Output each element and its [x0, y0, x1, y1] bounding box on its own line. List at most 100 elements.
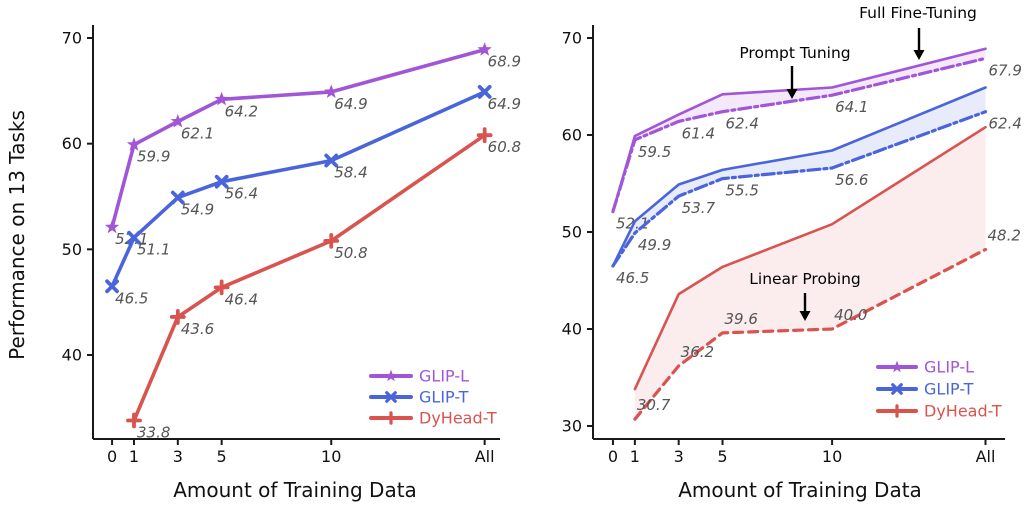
- x-tick-label: 0: [608, 447, 618, 466]
- y-tick-label: 60: [62, 134, 82, 153]
- x-tick-label: 3: [674, 447, 684, 466]
- data-point-label: 56.6: [835, 171, 868, 189]
- legend-label: GLIP-T: [419, 388, 469, 407]
- legend-entry: GLIP-L: [876, 358, 974, 377]
- legend-entry: DyHead-T: [876, 402, 1002, 421]
- legend-label: GLIP-L: [924, 358, 974, 377]
- x-marker: [127, 230, 141, 245]
- data-point-label: 59.5: [638, 143, 671, 161]
- data-point-label: 56.4: [225, 185, 258, 203]
- data-point-label: 53.7: [682, 199, 716, 217]
- x-marker: [385, 391, 397, 403]
- x-tick-label: 5: [217, 447, 227, 466]
- legend-entry: GLIP-T: [369, 388, 469, 407]
- y-tick-label: 50: [62, 240, 82, 259]
- x-marker: [105, 279, 119, 294]
- data-point-label: 46.5: [115, 289, 148, 307]
- data-point-label: 58.4: [334, 164, 367, 182]
- x-marker: [891, 383, 903, 395]
- x-marker: [214, 174, 229, 189]
- data-point-label: 48.2: [987, 226, 1020, 244]
- star-marker: [214, 91, 229, 106]
- plus-marker: [126, 412, 142, 429]
- y-tick-label: 70: [562, 28, 582, 47]
- data-point-label: 39.6: [725, 310, 758, 328]
- data-point-label: 62.1: [181, 124, 214, 142]
- plus-marker: [476, 127, 493, 144]
- x-axis-title-right: Amount of Training Data: [678, 478, 922, 502]
- x-tick-label: All: [976, 447, 996, 466]
- data-point-label: 33.8: [137, 424, 170, 442]
- series-line: [611, 86, 987, 268]
- data-point-label: 64.1: [835, 98, 868, 116]
- data-point-label: 62.4: [726, 115, 759, 133]
- data-point-label: 64.9: [488, 95, 521, 113]
- annotation-arrow-head-icon: [799, 311, 811, 321]
- plus-marker: [169, 309, 186, 325]
- x-tick-label: All: [475, 447, 495, 466]
- data-point-label: 51.1: [137, 241, 170, 259]
- legend-label: GLIP-L: [419, 367, 469, 386]
- plus-marker: [384, 411, 398, 425]
- x-tick-label: 1: [129, 447, 139, 466]
- data-point-label: 60.8: [488, 138, 521, 156]
- legend-label: DyHead-T: [924, 402, 1002, 421]
- data-point-label: 43.6: [181, 320, 214, 338]
- plus-marker: [890, 404, 904, 418]
- star-marker: [384, 369, 398, 382]
- data-point-label: 64.2: [225, 102, 258, 120]
- series-line: [633, 125, 987, 391]
- star-marker: [104, 219, 120, 234]
- data-point-label: 55.5: [726, 182, 759, 200]
- x-marker: [324, 153, 339, 168]
- data-point-label: 62.4: [988, 115, 1021, 133]
- x-tick-label: 1: [630, 447, 640, 466]
- data-point-label: 50.8: [334, 244, 367, 262]
- data-point-label: 67.9: [988, 61, 1021, 79]
- y-tick-label: 40: [562, 320, 582, 339]
- series-line: [633, 247, 988, 421]
- band-fill: [612, 87, 986, 266]
- series-line: [611, 56, 988, 214]
- data-point-label: 40.0: [834, 306, 867, 324]
- series-line: [110, 90, 487, 289]
- data-point-label: 36.2: [681, 343, 714, 361]
- series-line: [611, 110, 988, 268]
- data-point-label: 46.4: [225, 290, 258, 308]
- star-marker: [324, 84, 339, 98]
- data-point-label: 46.5: [616, 269, 649, 287]
- y-tick-label: 40: [62, 345, 82, 364]
- star-marker: [477, 42, 492, 56]
- x-marker: [170, 190, 185, 205]
- x-marker: [477, 84, 492, 99]
- band-fill: [634, 127, 986, 420]
- annotation-label: Linear Probing: [749, 270, 861, 288]
- plus-marker: [213, 279, 230, 296]
- legend-label: GLIP-T: [924, 380, 974, 399]
- data-point-label: 30.7: [637, 396, 671, 414]
- x-tick-label: 10: [321, 447, 341, 466]
- data-point-label: 61.4: [682, 124, 715, 142]
- annotation-arrow-head-icon: [786, 89, 798, 99]
- star-marker: [126, 137, 142, 151]
- legend-entry: GLIP-T: [876, 380, 974, 399]
- data-point-label: 68.9: [488, 53, 521, 71]
- data-point-label: 49.9: [638, 236, 671, 254]
- annotation-label: Full Fine-Tuning: [859, 4, 977, 22]
- star-marker: [170, 113, 185, 128]
- annotation-label: Prompt Tuning: [739, 44, 850, 62]
- legend-label: DyHead-T: [419, 409, 497, 428]
- x-tick-label: 10: [822, 447, 842, 466]
- data-point-label: 64.9: [334, 95, 367, 113]
- y-tick-label: 30: [562, 417, 582, 436]
- x-tick-label: 5: [717, 447, 727, 466]
- annotation-arrow-head-icon: [913, 50, 925, 60]
- x-tick-label: 0: [107, 447, 117, 466]
- y-axis-title: Performance on 13 Tasks: [5, 110, 29, 360]
- series-line: [110, 47, 487, 229]
- legend-entry: DyHead-T: [369, 409, 497, 428]
